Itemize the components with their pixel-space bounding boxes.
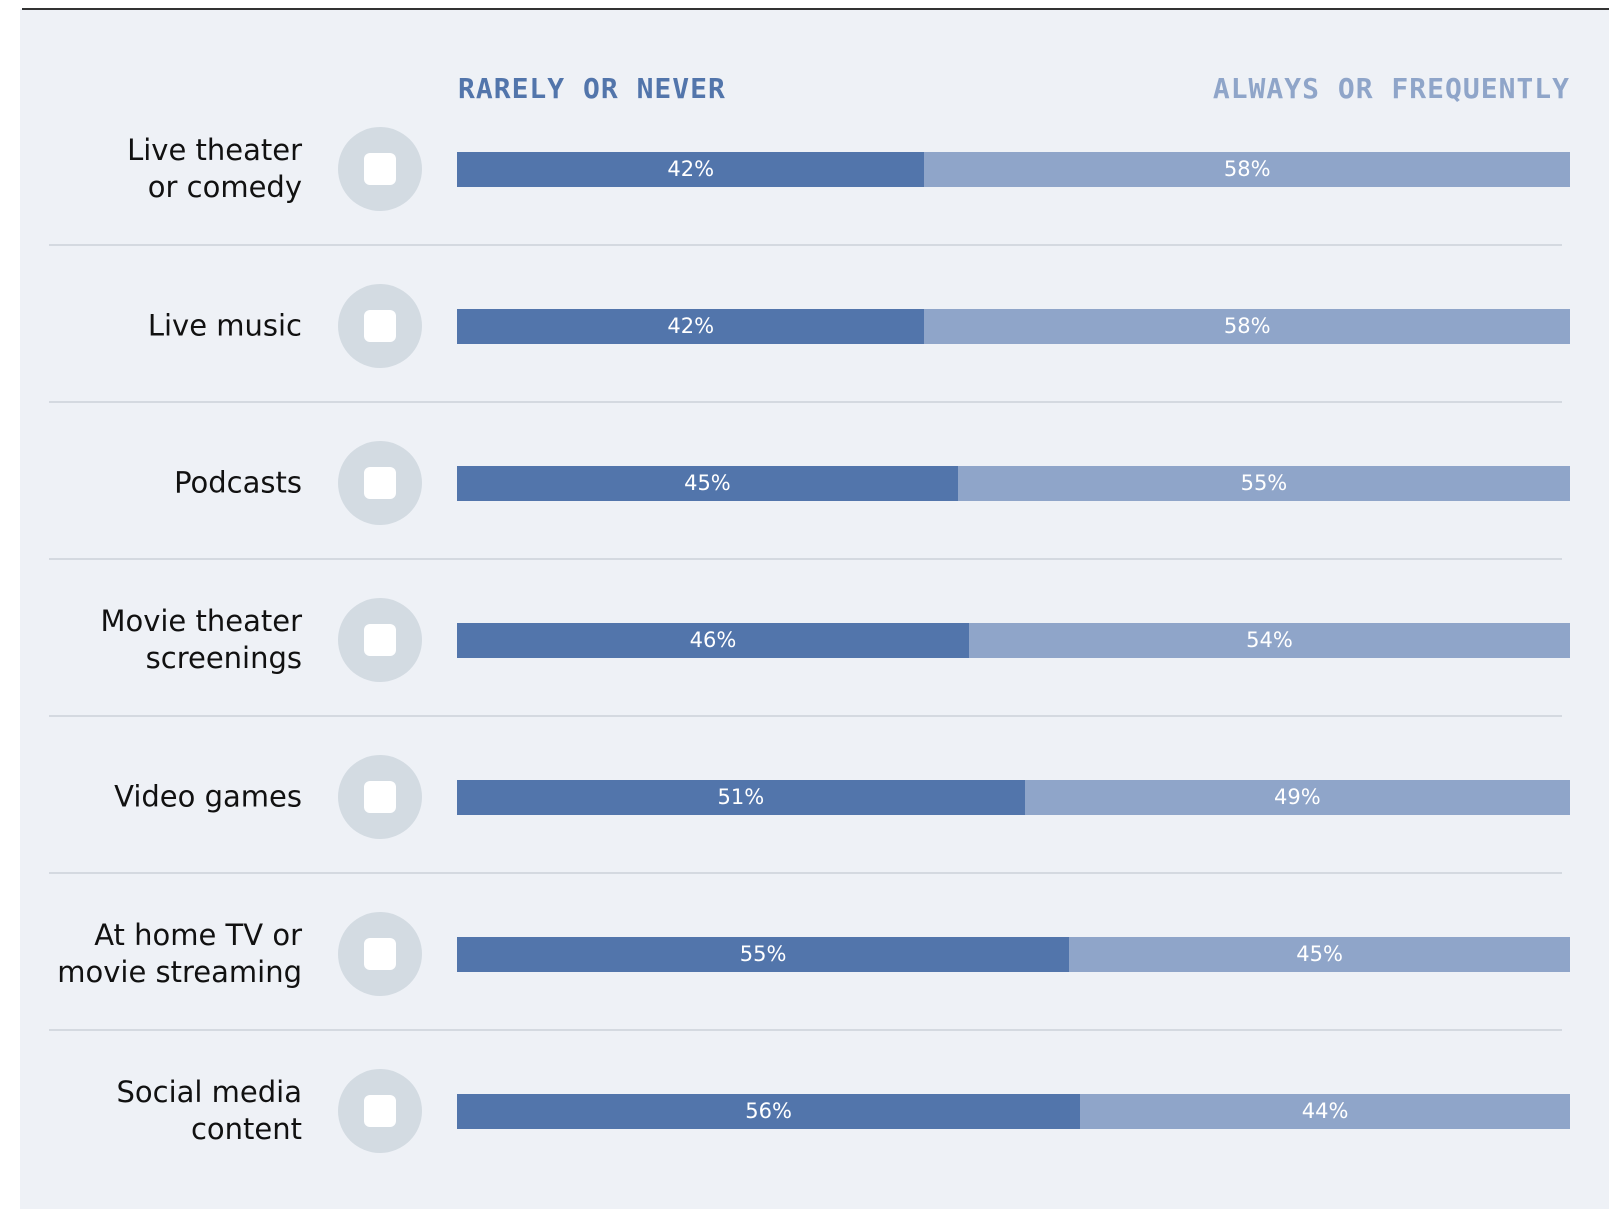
legend-left: RARELY OR NEVER bbox=[458, 72, 726, 105]
icon bbox=[338, 598, 422, 682]
icon bbox=[338, 912, 422, 996]
row-separator bbox=[49, 1029, 1562, 1031]
category-label: Movie theater screenings bbox=[100, 604, 302, 675]
row-separator bbox=[49, 244, 1562, 246]
value-label: 42% bbox=[667, 157, 715, 181]
icon-glyph bbox=[364, 467, 396, 499]
icon bbox=[338, 1069, 422, 1153]
icon-glyph bbox=[364, 153, 396, 185]
bar-segment bbox=[457, 308, 925, 344]
bar-segment bbox=[1024, 779, 1570, 815]
row-separator bbox=[49, 872, 1562, 874]
bar-segment bbox=[457, 622, 969, 658]
bar-segment bbox=[968, 622, 1570, 658]
legend-right: ALWAYS OR FREQUENTLY bbox=[1212, 72, 1570, 105]
bar-segment bbox=[457, 779, 1025, 815]
icon-glyph bbox=[364, 938, 396, 970]
bar-segment bbox=[1080, 1093, 1570, 1129]
value-label: 58% bbox=[1223, 157, 1271, 181]
value-label: 44% bbox=[1301, 1099, 1349, 1123]
bar-segment bbox=[457, 465, 958, 501]
icon-glyph bbox=[364, 310, 396, 342]
value-label: 42% bbox=[667, 314, 715, 338]
icon-glyph bbox=[364, 781, 396, 813]
icon bbox=[338, 755, 422, 839]
row-separator bbox=[49, 401, 1562, 403]
value-label: 49% bbox=[1273, 785, 1321, 809]
icon bbox=[338, 284, 422, 368]
category-label: At home TV or movie streaming bbox=[57, 918, 302, 989]
value-label: 46% bbox=[689, 628, 737, 652]
bar-segment bbox=[457, 1093, 1081, 1129]
icon bbox=[338, 127, 422, 211]
category-label: Live music bbox=[147, 308, 302, 343]
bar-segment bbox=[457, 151, 925, 187]
category-label: Live theater or comedy bbox=[127, 133, 302, 204]
bar-segment bbox=[924, 308, 1570, 344]
category-label: Podcasts bbox=[174, 465, 302, 500]
value-label: 58% bbox=[1223, 314, 1271, 338]
value-label: 56% bbox=[745, 1099, 792, 1123]
icon-glyph bbox=[364, 1095, 396, 1127]
row-separator bbox=[49, 558, 1562, 560]
row-separator bbox=[49, 715, 1562, 717]
top-rule bbox=[22, 8, 1609, 10]
bar-segment bbox=[457, 936, 1070, 972]
icon-glyph bbox=[364, 624, 396, 656]
value-label: 55% bbox=[739, 942, 787, 966]
value-label: 51% bbox=[717, 785, 765, 809]
bar-segment bbox=[957, 465, 1570, 501]
value-label: 55% bbox=[1240, 471, 1288, 495]
value-label: 45% bbox=[684, 471, 731, 495]
value-label: 45% bbox=[1296, 942, 1343, 966]
bar-segment bbox=[1069, 936, 1570, 972]
category-label: Social media content bbox=[116, 1075, 302, 1146]
panel bbox=[20, 9, 1609, 1209]
icon bbox=[338, 441, 422, 525]
category-label: Video games bbox=[114, 779, 302, 814]
bar-segment bbox=[924, 151, 1570, 187]
value-label: 54% bbox=[1246, 628, 1293, 652]
